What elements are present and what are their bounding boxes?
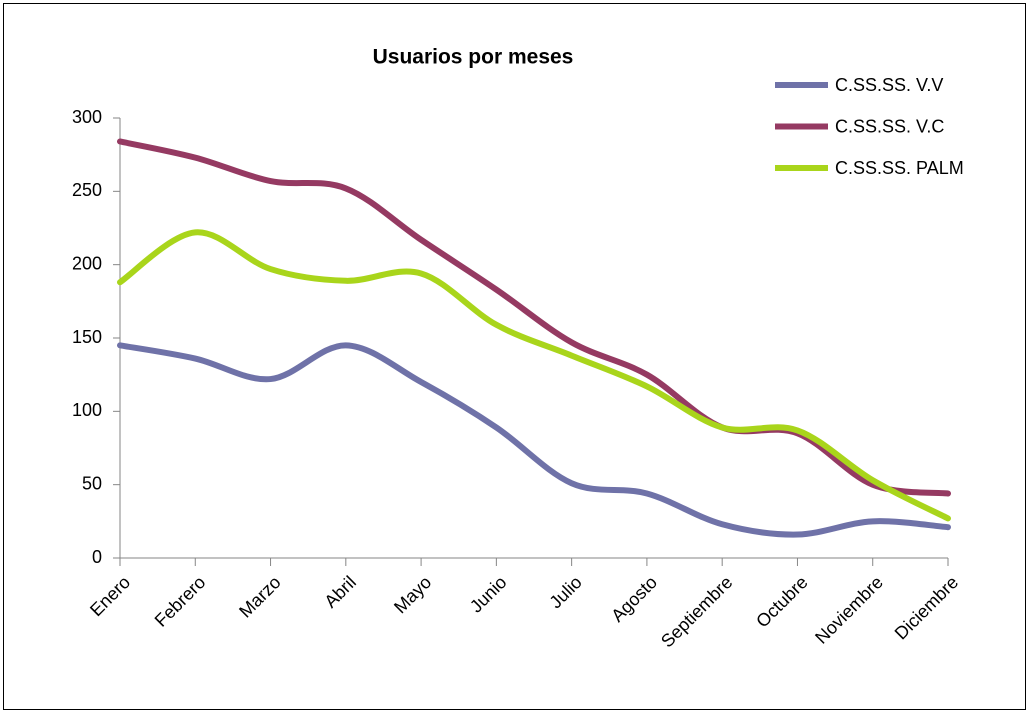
y-tick-label: 250 (72, 180, 102, 200)
y-tick-label: 100 (72, 400, 102, 420)
legend-label: C.SS.SS. V.V (835, 75, 943, 95)
y-tick-label: 50 (82, 473, 102, 493)
series-line (117, 342, 951, 538)
chart-border (3, 3, 1026, 710)
chart-title: Usuarios por meses (373, 46, 574, 69)
y-tick-label: 150 (72, 327, 102, 347)
y-tick-label: 0 (92, 547, 102, 567)
y-tick-label: 300 (72, 107, 102, 127)
series-line (117, 229, 951, 522)
y-tick-label: 200 (72, 253, 102, 273)
legend-label: C.SS.SS. V.C (835, 116, 944, 136)
legend-label: C.SS.SS. PALM (835, 158, 964, 178)
